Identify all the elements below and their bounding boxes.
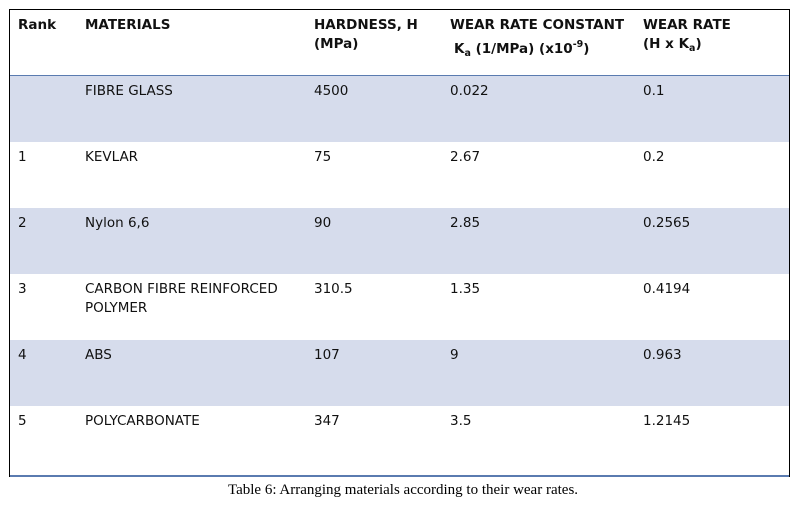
cell-constant: 2.67 [450, 149, 481, 165]
cell-hardness: 90 [314, 208, 450, 274]
cell-rate: 0.963 [643, 340, 789, 406]
header-constant-line1: WEAR RATE CONSTANT [450, 17, 625, 33]
header-rank: Rank [10, 10, 85, 76]
header-hardness: HARDNESS, H (MPa) [314, 10, 450, 76]
header-rate-sub: a [689, 43, 696, 54]
cell-rank: 1 [18, 149, 27, 165]
cell-rate: 0.2 [643, 149, 665, 165]
cell-rate: 0.2565 [643, 208, 789, 274]
table-frame: Rank MATERIALS HARDNESS, H (MPa) WEAR RA… [9, 9, 790, 477]
wear-rate-table: Rank MATERIALS HARDNESS, H (MPa) WEAR RA… [10, 10, 789, 472]
table-row: 1 KEVLAR 75 2.67 0.2 [10, 142, 789, 208]
header-wear-rate: WEAR RATE (H x Ka) [643, 10, 789, 76]
header-rate-line1: WEAR RATE [643, 17, 731, 33]
cell-constant: 9 [450, 340, 643, 406]
header-rate-open: (H x K [643, 36, 690, 52]
table-bottom-rule [10, 475, 789, 477]
table-row: 3 CARBON FIBRE REINFORCED POLYMER 310.5 … [10, 274, 789, 340]
header-rate-close: ) [695, 36, 702, 52]
cell-rank: 4 [10, 340, 85, 406]
table-row: 2 Nylon 6,6 90 2.85 0.2565 [10, 208, 789, 274]
cell-constant: 3.5 [450, 413, 472, 429]
cell-rate: 0.1 [643, 75, 789, 142]
header-wear-rate-constant: WEAR RATE CONSTANT Ka (1/MPa) (x10-9) [450, 10, 643, 76]
header-constant-unit: (1/MPa) (x10 [470, 41, 573, 57]
cell-material: POLYCARBONATE [85, 413, 200, 429]
cell-hardness: 75 [314, 149, 332, 165]
cell-rank: 5 [18, 413, 27, 429]
cell-material: FIBRE GLASS [85, 75, 314, 142]
cell-constant: 2.85 [450, 208, 643, 274]
header-constant-k-sub: a [464, 48, 471, 59]
cell-rank: 3 [18, 281, 27, 297]
header-row: Rank MATERIALS HARDNESS, H (MPa) WEAR RA… [10, 10, 789, 76]
cell-constant: 1.35 [450, 281, 481, 297]
header-materials: MATERIALS [85, 10, 314, 76]
cell-hardness: 347 [314, 413, 340, 429]
cell-rate: 1.2145 [643, 413, 691, 429]
table-row: FIBRE GLASS 4500 0.022 0.1 [10, 75, 789, 142]
table-row: 4 ABS 107 9 0.963 [10, 340, 789, 406]
table-row: 5 POLYCARBONATE 347 3.5 1.2145 [10, 406, 789, 472]
cell-material: Nylon 6,6 [85, 208, 314, 274]
cell-constant: 0.022 [450, 75, 643, 142]
cell-hardness: 310.5 [314, 281, 353, 297]
header-constant-exp: -9 [572, 39, 584, 50]
header-constant-line2: Ka (1/MPa) (x10-9) [450, 39, 590, 59]
header-constant-close: ) [583, 41, 590, 57]
cell-material: CARBON FIBRE REINFORCED POLYMER [85, 281, 278, 316]
cell-material: KEVLAR [85, 149, 139, 165]
cell-hardness: 107 [314, 340, 450, 406]
header-hardness-line2: (MPa) [314, 36, 359, 52]
cell-rate: 0.4194 [643, 281, 691, 297]
table-caption: Table 6: Arranging materials according t… [227, 482, 579, 498]
cell-hardness: 4500 [314, 75, 450, 142]
header-constant-k: K [454, 41, 465, 57]
cell-material: ABS [85, 340, 314, 406]
cell-rank [10, 75, 85, 142]
header-hardness-line1: HARDNESS, H [314, 17, 418, 33]
cell-rank: 2 [10, 208, 85, 274]
